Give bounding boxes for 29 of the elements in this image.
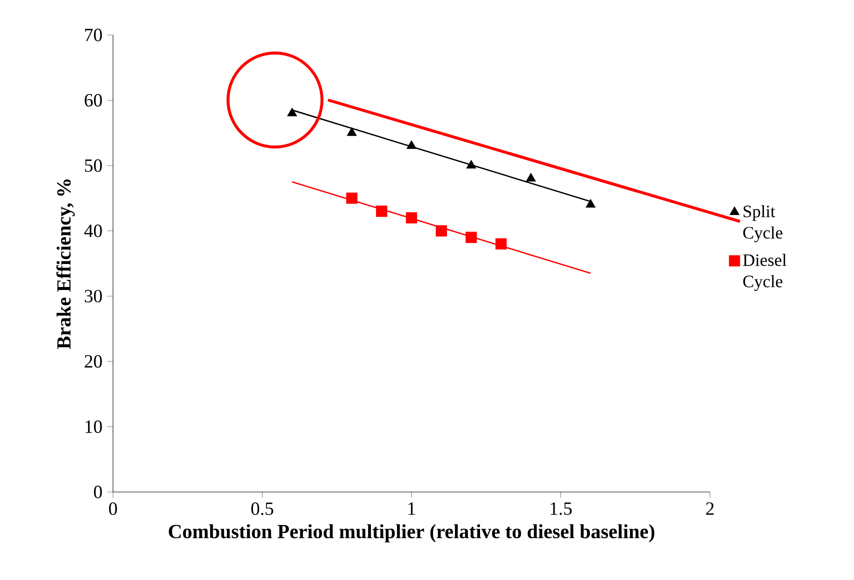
x-tick-label: 0.5 [251,502,274,516]
point [346,127,357,136]
point [287,108,297,116]
point [495,238,507,250]
y-tick-label: 40 [84,224,102,238]
point [526,173,536,182]
x-tick-label: 0 [109,502,117,515]
point [406,212,418,224]
y-tick-label: 60 [84,94,102,107]
point [586,199,596,208]
point [436,225,447,236]
x-axis-title: Combustion Period multiplier (relative to diesel baseline) [168,524,654,542]
point [346,192,358,204]
y-tick-label: 70 [85,28,102,42]
legend-label: Split Cycle [743,205,782,242]
y-tick-label: 20 [84,355,102,368]
y-axis-title: Brake Efficiency, % [56,180,75,349]
y-tick-label: 10 [86,420,102,434]
y-tick-label: 30 [84,290,102,302]
y-tick-label: 0 [94,486,102,498]
y-tick-label: 50 [85,159,102,172]
point [376,206,388,217]
x-tick-label: 1.5 [550,502,572,515]
point [466,232,477,243]
x-tick-label: 2 [706,502,714,515]
x-tick-label: 1 [408,502,416,515]
point [466,160,476,168]
point [406,140,416,149]
legend-label: Diesel Cycle [743,254,786,291]
